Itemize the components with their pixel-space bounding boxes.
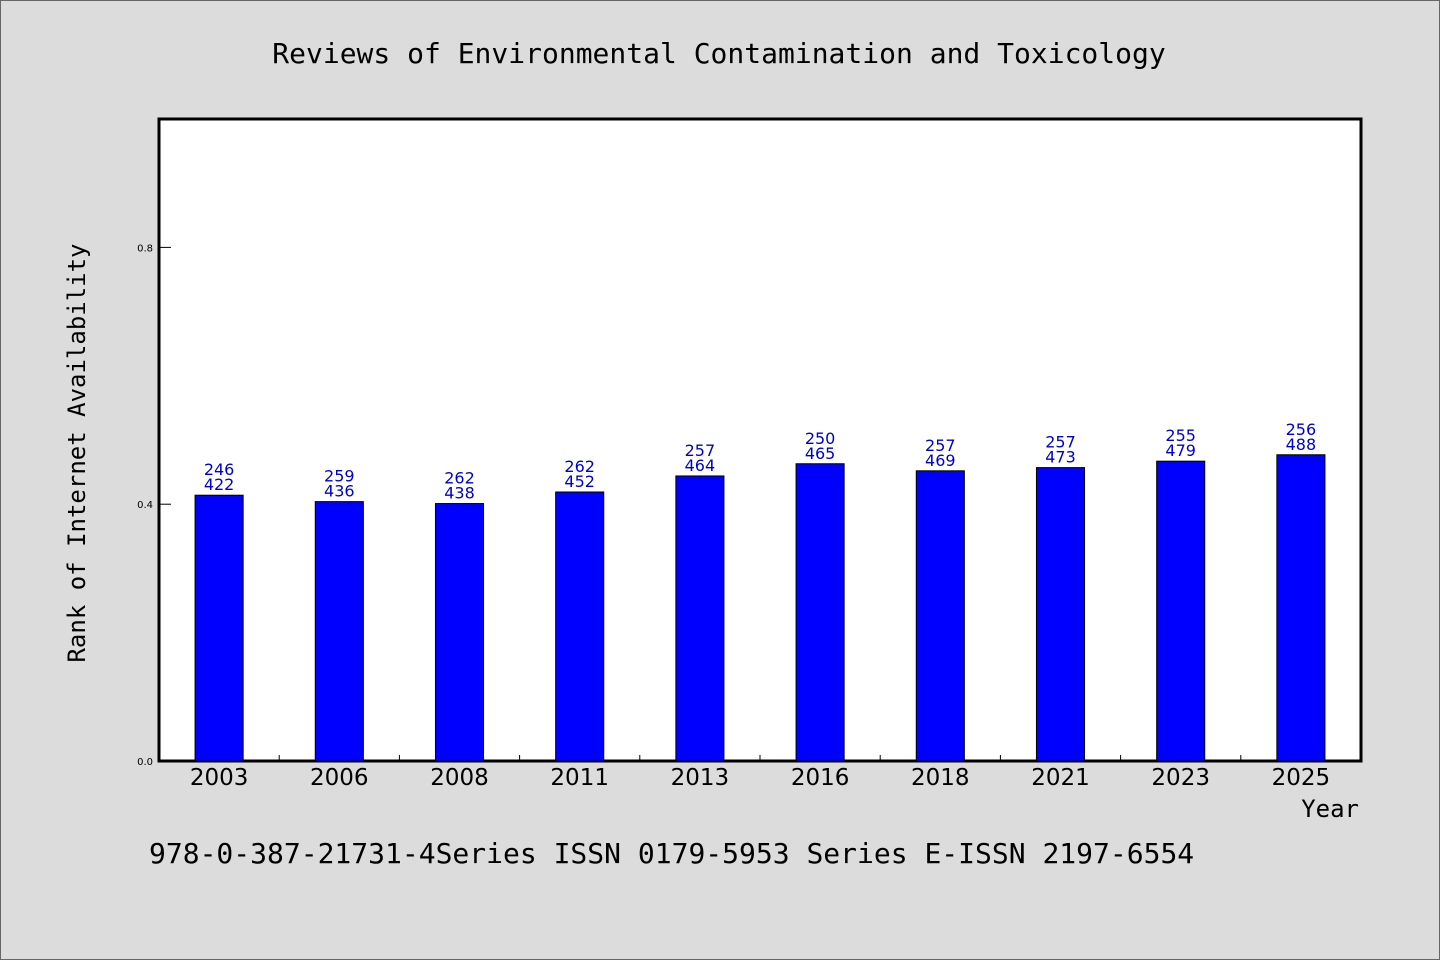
bar-2016 [795, 463, 845, 762]
x-tick-label-2013: 2013 [671, 765, 730, 791]
bar-2003 [194, 494, 244, 762]
bar-series [194, 454, 1326, 762]
data-label-bottom-2011: 452 [564, 472, 595, 491]
chart-title: Reviews of Environmental Contamination a… [272, 37, 1165, 70]
y-axis-ticks: 0.0 0.4 0.8 [137, 243, 171, 768]
data-label-bottom-2016: 465 [805, 444, 836, 463]
y-axis-label: Rank of Internet Availability [63, 243, 91, 662]
data-label-top-2013: 257 [685, 441, 716, 460]
data-label-bottom-2021: 473 [1045, 448, 1076, 467]
data-label-bottom-2018: 469 [925, 451, 956, 470]
data-label-bottom-2003: 422 [204, 475, 235, 494]
x-tick-label-2018: 2018 [911, 765, 970, 791]
y-tick-label: 0.8 [137, 243, 153, 254]
data-label-top-2003: 246 [204, 460, 235, 479]
data-label-top-2025: 256 [1286, 420, 1317, 439]
data-label-top-2021: 257 [1045, 433, 1076, 452]
x-tick-label-2011: 2011 [550, 765, 609, 791]
data-label-top-2011: 262 [564, 457, 595, 476]
bar-2013 [675, 475, 725, 762]
y-tick-label: 0.0 [137, 757, 153, 768]
data-label-top-2008: 262 [444, 469, 475, 488]
bar-2006 [314, 501, 364, 762]
x-tick-label-2008: 2008 [430, 765, 489, 791]
data-label-bottom-2008: 438 [444, 484, 475, 503]
bar-2008 [434, 503, 485, 762]
bar-2021 [1035, 467, 1086, 762]
y-tick-label: 0.4 [137, 500, 153, 511]
data-label-bottom-2023: 479 [1165, 441, 1196, 460]
x-axis-label: Year [1301, 795, 1359, 823]
data-label-top-2016: 250 [805, 429, 836, 448]
x-axis-ticks: 2003 2006 2008 2011 2013 2016 2018 2021 2023 2025 [190, 755, 1330, 791]
x-tick-label-2025: 2025 [1272, 765, 1331, 791]
data-label-top-2006: 259 [324, 467, 355, 486]
bar-2025 [1276, 454, 1326, 762]
data-label-bottom-2006: 436 [324, 482, 355, 501]
x-tick-label-2006: 2006 [310, 765, 369, 791]
x-tick-label-2003: 2003 [190, 765, 249, 791]
data-label-top-2018: 257 [925, 436, 956, 455]
x-tick-label-2023: 2023 [1151, 765, 1210, 791]
bar-2018 [915, 470, 965, 762]
data-label-bottom-2013: 464 [685, 456, 716, 475]
data-label-bottom-2025: 488 [1286, 435, 1317, 454]
x-tick-label-2016: 2016 [791, 765, 850, 791]
bar-2011 [555, 491, 605, 762]
footer-identifiers: 978-0-387-21731-4Series ISSN 0179-5953 S… [149, 837, 1194, 870]
data-label-top-2023: 255 [1165, 426, 1196, 445]
bar-2023 [1156, 460, 1206, 762]
x-tick-label-2021: 2021 [1031, 765, 1090, 791]
